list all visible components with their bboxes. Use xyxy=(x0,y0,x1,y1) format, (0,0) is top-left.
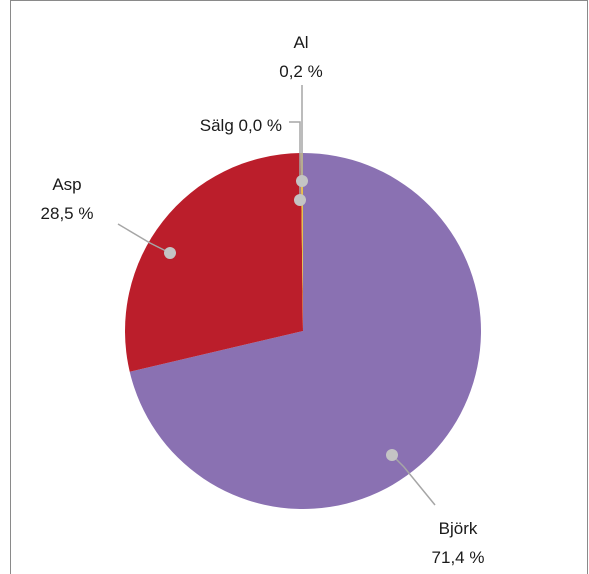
slice-bjrk xyxy=(129,153,482,510)
slice-asp xyxy=(125,153,304,372)
leader-dot-al xyxy=(296,175,308,187)
label-al-value: 0,2 % xyxy=(279,62,322,81)
label-salg-value: 0,0 % xyxy=(239,116,282,135)
chart-frame xyxy=(10,0,588,574)
leader-dot-salg xyxy=(294,194,306,206)
label-salg: Sälg 0,0 % xyxy=(200,116,282,135)
leader-lines xyxy=(117,85,436,506)
label-bjork-value: 71,4 % xyxy=(432,548,485,567)
label-bjork-name: Björk xyxy=(439,519,478,538)
leader-dot-asp xyxy=(164,247,176,259)
label-asp-value: 28,5 % xyxy=(41,204,94,223)
label-asp-name: Asp xyxy=(52,175,81,194)
leader-line-salg xyxy=(289,121,301,200)
leader-line-asp xyxy=(117,223,171,254)
label-salg-name: Sälg xyxy=(200,116,234,135)
leader-dot-bjork xyxy=(386,449,398,461)
label-al-name: Al xyxy=(293,33,308,52)
pie-slices xyxy=(125,153,482,510)
